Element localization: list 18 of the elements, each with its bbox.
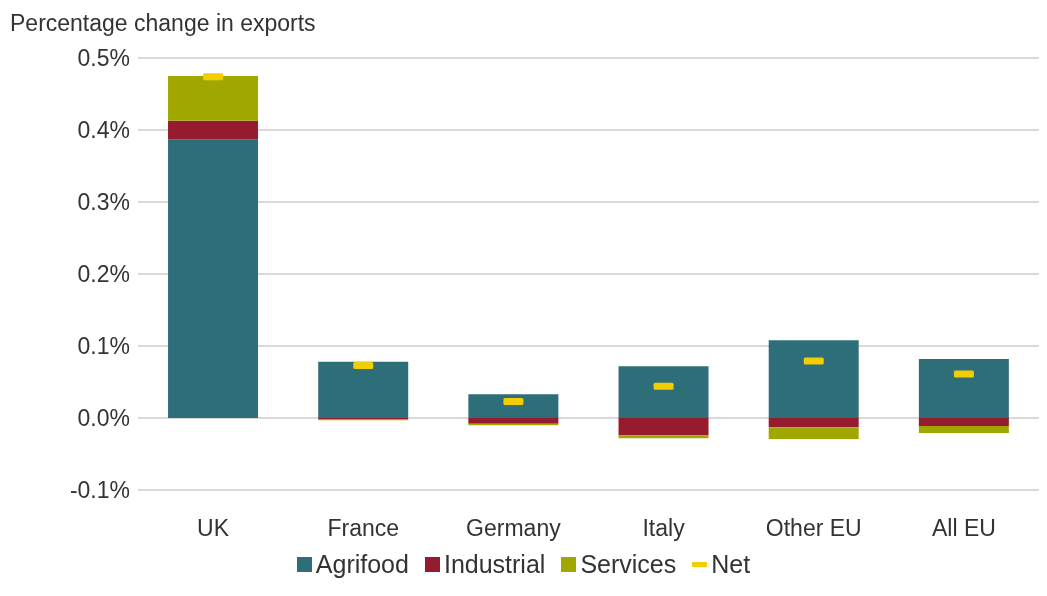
y-tick-label: 0.0% <box>77 405 130 432</box>
y-tick-label: 0.3% <box>77 189 130 216</box>
x-tick-label: France <box>327 515 400 542</box>
legend-label: Industrial <box>443 550 546 579</box>
y-tick-label: 0.4% <box>77 117 130 144</box>
x-tick-label: Italy <box>642 515 686 542</box>
legend-label: Net <box>711 550 751 579</box>
x-tick-label: Other EU <box>765 515 862 542</box>
x-tick-label: Germany <box>466 515 562 542</box>
x-tick-label: All EU <box>931 515 996 542</box>
y-axis-title: Percentage change in exports <box>9 9 317 38</box>
y-tick-label: 0.2% <box>77 261 130 288</box>
legend-label: Agrifood <box>315 550 409 579</box>
x-tick-label: UK <box>197 515 230 542</box>
y-tick-label: 0.1% <box>77 333 130 360</box>
y-tick-label: -0.1% <box>69 477 130 504</box>
y-tick-label: 0.5% <box>77 45 130 72</box>
legend-label: Services <box>580 550 677 579</box>
